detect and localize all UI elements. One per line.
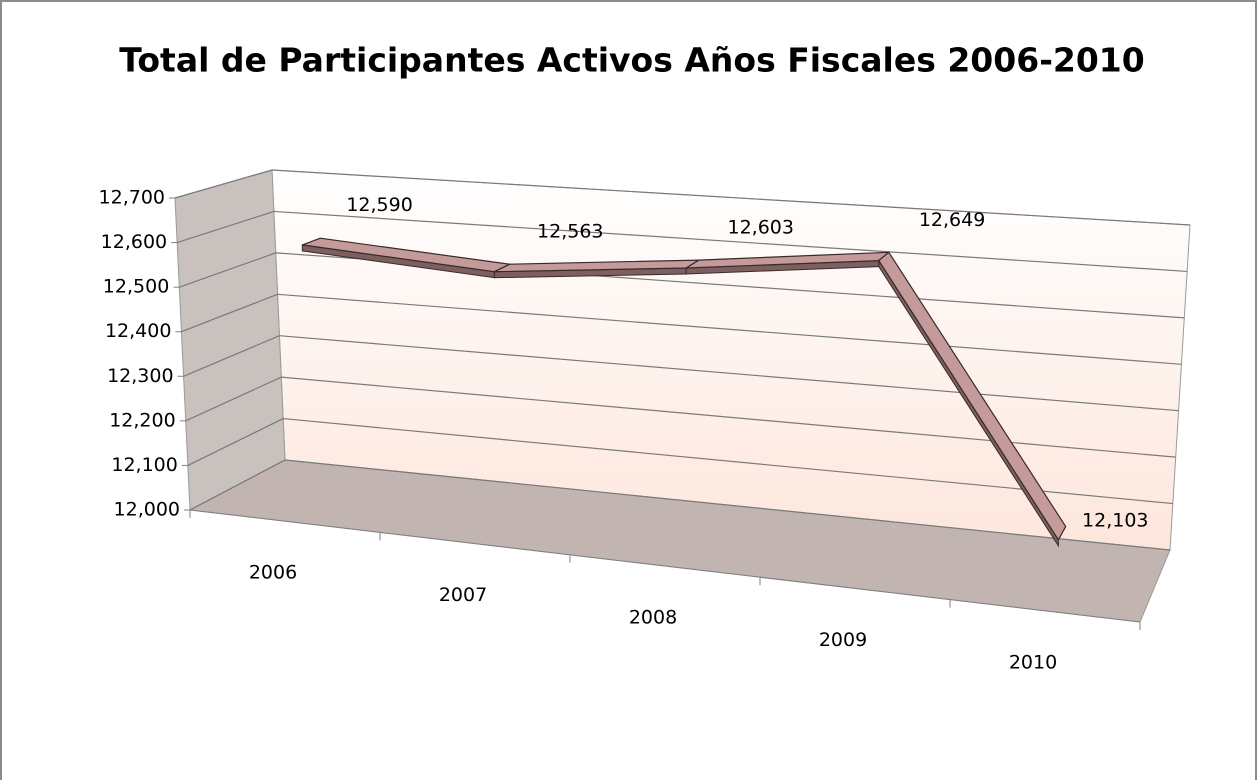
y-tick-label: 12,100	[111, 454, 177, 476]
x-tick-label: 2010	[1009, 651, 1057, 673]
line-segment	[878, 251, 1067, 541]
chart-title: Total de Participantes Activos Años Fisc…	[119, 41, 1144, 80]
grid-line	[181, 293, 278, 333]
grid-line	[183, 335, 280, 377]
y-tick-label: 12,300	[107, 365, 173, 387]
grid-line	[176, 210, 275, 244]
grid-line	[279, 335, 1179, 412]
grid-line	[185, 376, 282, 422]
x-tick-label: 2007	[439, 584, 487, 606]
data-label: 12,563	[537, 220, 603, 242]
y-tick-label: 12,600	[101, 231, 167, 253]
y-tick-label: 12,400	[105, 320, 171, 342]
data-label: 12,590	[346, 194, 412, 216]
y-tick-label: 12,200	[109, 409, 175, 431]
x-tick-label: 2009	[819, 629, 867, 651]
x-axis	[189, 509, 1141, 623]
data-label: 12,103	[1082, 510, 1148, 532]
grid-line	[284, 459, 1171, 551]
grid-line	[187, 418, 284, 466]
data-label: 12,649	[919, 209, 985, 231]
data-label: 12,603	[727, 217, 793, 239]
y-tick-label: 12,500	[103, 276, 169, 298]
y-tick-label: 12,700	[99, 187, 165, 209]
grid-line	[271, 169, 1191, 226]
x-tick-label: 2006	[249, 562, 297, 584]
x-tick-label: 2008	[629, 607, 677, 629]
grid-line	[273, 210, 1188, 273]
y-tick-label: 12,000	[114, 499, 180, 521]
grid-line	[189, 459, 286, 511]
grid-line	[179, 252, 276, 288]
grid-line	[174, 169, 273, 199]
grid-line	[277, 293, 1182, 365]
grid-line	[281, 376, 1176, 458]
